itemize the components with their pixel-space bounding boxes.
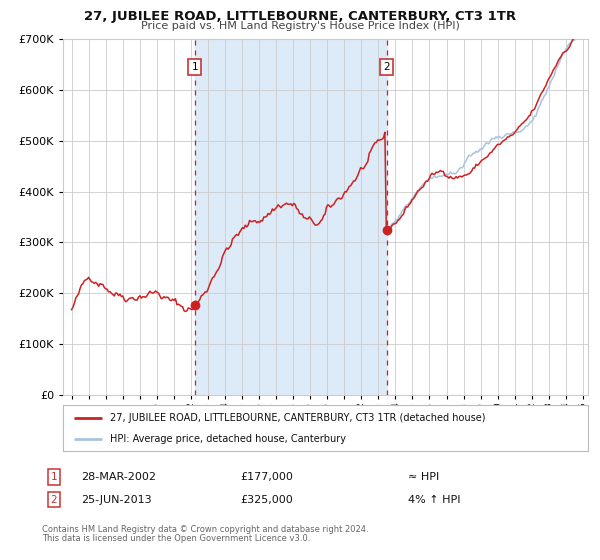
Text: Price paid vs. HM Land Registry's House Price Index (HPI): Price paid vs. HM Land Registry's House … — [140, 21, 460, 31]
Text: 4% ↑ HPI: 4% ↑ HPI — [408, 494, 461, 505]
Text: This data is licensed under the Open Government Licence v3.0.: This data is licensed under the Open Gov… — [42, 534, 310, 543]
Text: HPI: Average price, detached house, Canterbury: HPI: Average price, detached house, Cant… — [110, 435, 346, 444]
Text: Contains HM Land Registry data © Crown copyright and database right 2024.: Contains HM Land Registry data © Crown c… — [42, 525, 368, 534]
Text: 2: 2 — [50, 494, 58, 505]
Text: 1: 1 — [191, 62, 198, 72]
Text: 27, JUBILEE ROAD, LITTLEBOURNE, CANTERBURY, CT3 1TR (detached house): 27, JUBILEE ROAD, LITTLEBOURNE, CANTERBU… — [110, 413, 486, 423]
Text: £325,000: £325,000 — [240, 494, 293, 505]
Text: 25-JUN-2013: 25-JUN-2013 — [81, 494, 152, 505]
Text: ≈ HPI: ≈ HPI — [408, 472, 439, 482]
Bar — [195, 39, 386, 395]
Text: 28-MAR-2002: 28-MAR-2002 — [81, 472, 156, 482]
Text: £177,000: £177,000 — [240, 472, 293, 482]
Text: 2: 2 — [383, 62, 390, 72]
Text: 1: 1 — [50, 472, 58, 482]
Text: 27, JUBILEE ROAD, LITTLEBOURNE, CANTERBURY, CT3 1TR: 27, JUBILEE ROAD, LITTLEBOURNE, CANTERBU… — [84, 10, 516, 23]
